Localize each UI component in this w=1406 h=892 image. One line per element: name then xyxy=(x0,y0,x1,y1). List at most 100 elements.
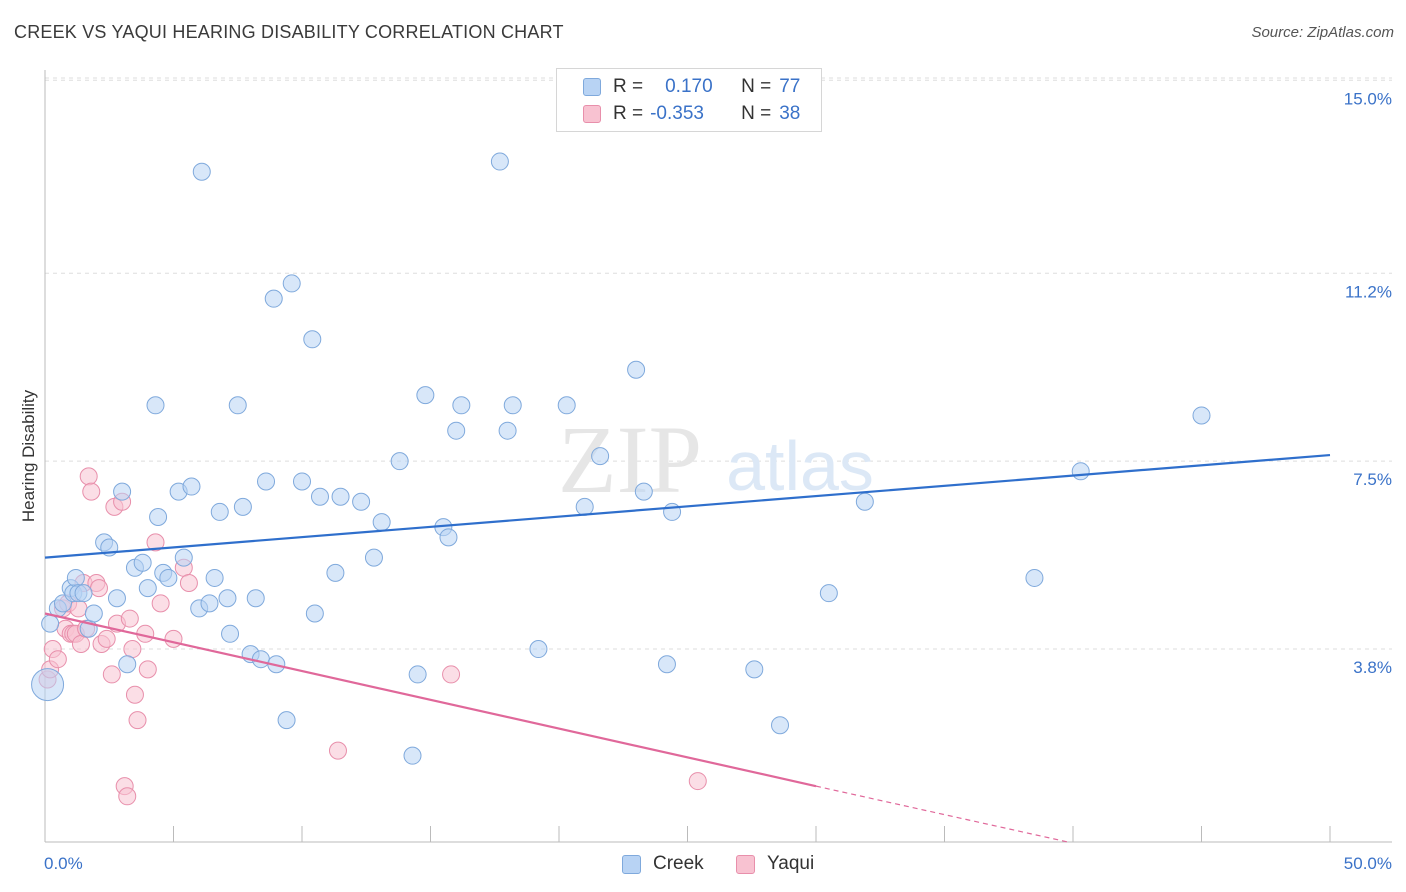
creek-point xyxy=(192,162,211,181)
yaqui-point xyxy=(151,594,170,613)
legend-item-creek: Creek xyxy=(622,853,704,875)
yaqui-point xyxy=(71,634,90,653)
creek-point xyxy=(819,584,838,603)
chart-title: CREEK VS YAQUI HEARING DISABILITY CORREL… xyxy=(14,22,564,42)
creek-point xyxy=(1025,568,1044,587)
stats-legend: R = 0.170 N = 77 R = -0.353 N = 38 xyxy=(556,68,822,132)
creek-point xyxy=(352,492,371,511)
creek-point xyxy=(1192,406,1211,425)
legend-row-creek: R = 0.170 N = 77 xyxy=(583,74,800,100)
creek-point xyxy=(221,624,240,643)
creek-point xyxy=(591,447,610,466)
creek-point xyxy=(575,497,594,516)
creek-point xyxy=(331,487,350,506)
yaqui-point xyxy=(48,650,67,669)
creek-trend-line xyxy=(44,453,1331,559)
legend-n-label: N = xyxy=(741,76,772,97)
creek-point xyxy=(205,568,224,587)
creek-point xyxy=(447,421,466,440)
creek-point xyxy=(66,568,85,587)
yaqui-point xyxy=(179,574,198,593)
creek-swatch-icon xyxy=(583,78,601,96)
legend-r-label: R = xyxy=(613,103,644,124)
creek-point xyxy=(41,614,60,633)
creek-points xyxy=(31,152,1211,765)
legend-item-yaqui: Yaqui xyxy=(736,853,814,875)
creek-point xyxy=(1071,462,1090,481)
creek-point xyxy=(490,152,509,171)
y-tick-label: 3.8% xyxy=(1353,658,1392,677)
creek-point xyxy=(282,274,301,293)
creek-point xyxy=(264,289,283,308)
creek-point xyxy=(293,472,311,491)
yaqui-trend-line xyxy=(44,612,817,788)
creek-point xyxy=(745,660,764,679)
yaqui-point xyxy=(97,629,116,648)
creek-point xyxy=(74,584,93,603)
yaqui-point xyxy=(442,665,461,684)
creek-point xyxy=(663,502,682,521)
creek-point xyxy=(771,716,790,735)
yaqui-point xyxy=(82,482,101,501)
trend-lines xyxy=(44,453,1331,843)
yaqui-point xyxy=(79,467,98,486)
creek-point xyxy=(138,579,157,598)
legend-creek-label: Creek xyxy=(653,853,704,874)
yaqui-swatch-icon xyxy=(583,105,601,123)
creek-point xyxy=(557,396,576,415)
y-tick-label: 7.5% xyxy=(1353,470,1392,489)
yaqui-points xyxy=(38,467,707,806)
creek-point xyxy=(305,604,324,623)
legend-n-value: 77 xyxy=(779,76,801,97)
creek-point xyxy=(174,548,193,567)
creek-point xyxy=(182,477,201,496)
yaqui-point xyxy=(128,711,147,730)
zipatlas-watermark: ZIP atlas xyxy=(558,406,874,513)
creek-point xyxy=(246,589,265,608)
legend-yaqui-label: Yaqui xyxy=(767,853,815,874)
yaqui-point xyxy=(138,660,157,679)
creek-point xyxy=(257,472,276,491)
creek-point xyxy=(31,668,65,702)
creek-point xyxy=(627,360,646,379)
creek-point xyxy=(372,513,391,532)
creek-point xyxy=(416,386,435,405)
legend-r-label: R = xyxy=(613,76,644,97)
creek-point xyxy=(200,594,219,613)
creek-point xyxy=(277,711,296,730)
creek-point xyxy=(218,589,237,608)
grid-lines xyxy=(45,77,1392,650)
legend-n-label: N = xyxy=(741,103,772,124)
creek-point xyxy=(503,396,522,415)
yaqui-legend-swatch-icon xyxy=(736,854,755,874)
creek-legend-swatch-icon xyxy=(622,854,641,874)
x-tick-label-start: 0.0% xyxy=(44,854,83,873)
creek-point xyxy=(303,330,322,349)
yaqui-point xyxy=(146,533,165,552)
y-axis-label: Hearing Disability xyxy=(19,389,38,522)
creek-point xyxy=(326,563,345,582)
creek-point xyxy=(233,497,252,516)
legend-r-value: -0.353 xyxy=(650,103,704,124)
creek-point xyxy=(634,482,653,501)
creek-point xyxy=(498,421,517,440)
creek-point xyxy=(439,528,458,547)
creek-point xyxy=(529,640,548,659)
creek-point xyxy=(403,746,422,765)
x-tick-label-end: 50.0% xyxy=(1344,854,1392,873)
watermark-atlas: atlas xyxy=(726,427,874,505)
y-tick-label: 15.0% xyxy=(1344,89,1392,108)
yaqui-point xyxy=(118,787,137,806)
creek-point xyxy=(149,508,168,527)
creek-point xyxy=(657,655,676,674)
creek-point xyxy=(855,492,874,511)
creek-point xyxy=(113,482,132,501)
legend-r-value: 0.170 xyxy=(665,76,713,97)
creek-point xyxy=(452,396,471,415)
legend-row-yaqui: R = -0.353 N = 38 xyxy=(583,101,800,127)
creek-point xyxy=(118,655,137,674)
yaqui-point xyxy=(123,640,142,659)
yaqui-point xyxy=(164,629,183,648)
creek-point xyxy=(251,650,270,669)
